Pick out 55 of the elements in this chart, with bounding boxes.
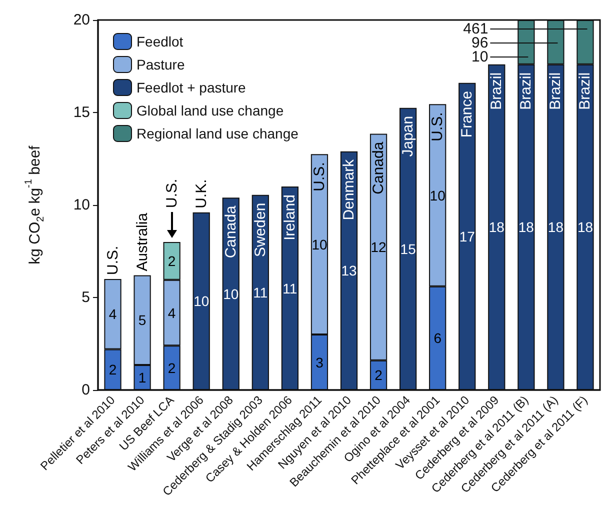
annotation: U.S.: [429, 112, 446, 142]
data-label: 5: [138, 312, 146, 328]
y-tick-label: 15: [73, 104, 90, 121]
data-label: 1: [138, 370, 146, 386]
annotation: Australia: [134, 212, 151, 272]
data-label: 10: [223, 286, 239, 302]
annotation: 10: [471, 48, 488, 66]
annotation: U.K.: [192, 179, 210, 208]
annotation: 461: [463, 20, 488, 38]
data-label: 3: [316, 354, 324, 370]
data-label: 11: [253, 284, 268, 300]
legend-label: Regional land use change: [136, 126, 299, 142]
annotation: Brazil: [488, 72, 506, 110]
y-axis-title: kg CO2e kg-1 beef: [24, 144, 46, 264]
legend-label: Feedlot + pasture: [136, 80, 246, 96]
data-label: 18: [518, 219, 534, 236]
y-tick-label: 20: [73, 12, 90, 28]
annotation: U.S.: [310, 162, 328, 192]
data-label: 18: [548, 219, 564, 236]
data-label: 13: [341, 262, 357, 279]
annotation: Japan: [400, 116, 417, 157]
data-label: 2: [168, 252, 176, 269]
annotation: Sweden: [252, 202, 269, 258]
y-tick-label: 10: [73, 196, 90, 214]
data-label: 6: [434, 330, 442, 346]
data-label: 4: [168, 304, 176, 321]
annotation: Brazil: [547, 72, 564, 110]
data-label: 2: [108, 362, 117, 378]
legend-label: Global land use change: [136, 102, 284, 118]
annotation: France: [458, 90, 476, 138]
y-tick-label: 0: [82, 382, 90, 398]
annotation: Ireland: [281, 194, 298, 240]
data-label: 2: [374, 367, 383, 384]
data-label: 11: [282, 280, 298, 296]
data-label: 2: [168, 360, 176, 376]
annotation: Canada: [222, 204, 240, 258]
legend-label: Feedlot: [136, 34, 184, 50]
annotation: Denmark: [340, 158, 358, 220]
data-label: 4: [108, 306, 117, 322]
data-label: 10: [312, 236, 328, 252]
annotation: U.S.: [163, 178, 180, 208]
data-label: 18: [488, 219, 505, 236]
annotation: 96: [471, 34, 488, 52]
legend-label: Pasture: [136, 56, 185, 72]
data-label: 10: [194, 293, 210, 310]
data-label: 18: [577, 219, 594, 236]
data-label: 15: [400, 240, 416, 257]
data-label: 17: [459, 228, 476, 244]
y-tick-label: 5: [82, 289, 90, 306]
annotation: Brazil: [518, 72, 535, 110]
data-label: 10: [430, 187, 446, 204]
data-label: 12: [370, 239, 387, 256]
annotation: Canada: [370, 141, 388, 194]
annotation: Brazil: [576, 72, 594, 110]
annotation: U.S.: [104, 246, 122, 275]
